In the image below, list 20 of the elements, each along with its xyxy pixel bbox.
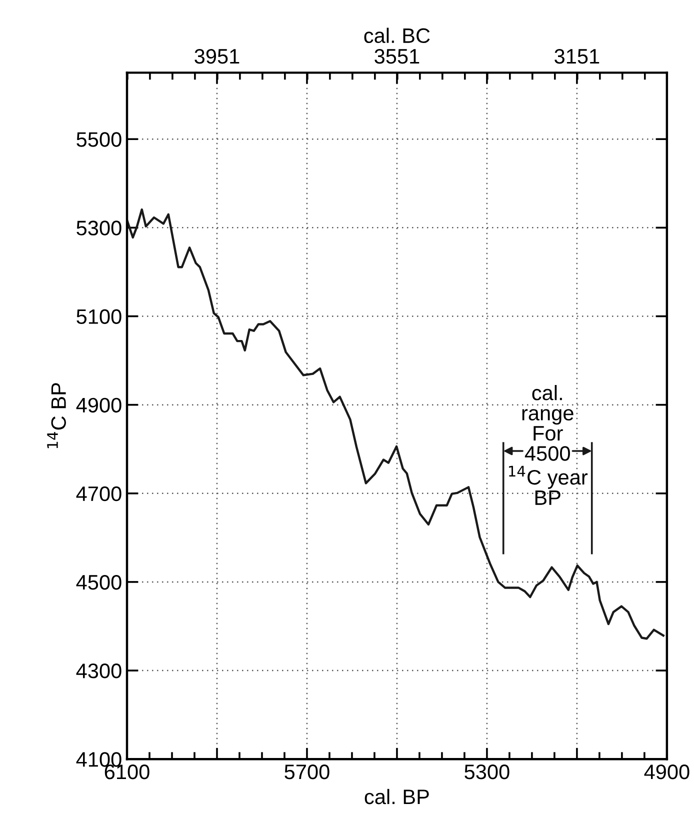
y-tick-label: 4300 bbox=[76, 664, 122, 678]
x2-tick-label: 3551 bbox=[374, 48, 420, 64]
x2-axis-title: cal. BC bbox=[364, 28, 430, 44]
y-tick-label: 5300 bbox=[76, 220, 122, 236]
x-tick-label: 6100 bbox=[104, 764, 150, 780]
x-tick-label: 4900 bbox=[644, 764, 690, 780]
y-tick-label: 4900 bbox=[76, 398, 122, 413]
y-tick-label: 5100 bbox=[76, 309, 122, 324]
x-tick-label: 5300 bbox=[464, 764, 510, 780]
y-tick-label: 4700 bbox=[76, 486, 122, 502]
x-tick-label: 5700 bbox=[284, 764, 330, 780]
y-tick-label: 4100 bbox=[76, 752, 122, 767]
y-tick-label: 5500 bbox=[76, 132, 122, 147]
y-tick-label: 4500 bbox=[76, 574, 122, 590]
line-series bbox=[127, 208, 664, 640]
x2-tick-label: 3951 bbox=[194, 48, 240, 64]
x2-tick-label: 3151 bbox=[554, 48, 600, 64]
annotation: cal. range For 4500 $^{14}$C year BP bbox=[508, 385, 588, 505]
x-axis-title: cal. BP bbox=[364, 788, 429, 804]
y-axis-title: $^{14}$C BP bbox=[47, 383, 66, 448]
